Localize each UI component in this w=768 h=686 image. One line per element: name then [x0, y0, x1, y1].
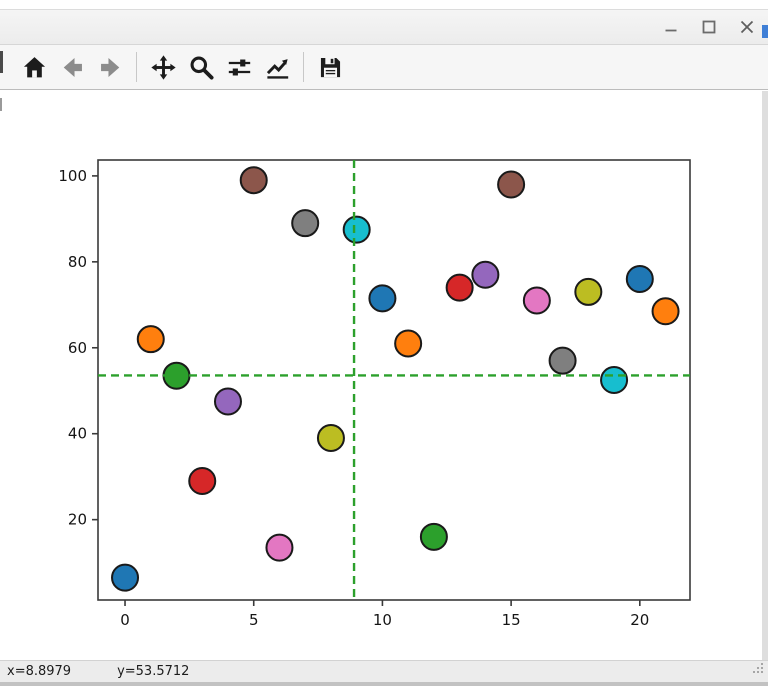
scatter-point: [574, 277, 603, 306]
zoom-magnifier-icon: [188, 54, 215, 81]
home-icon: [21, 54, 48, 81]
window-controls: [656, 13, 762, 43]
back-button[interactable]: [54, 49, 90, 85]
scatter-point: [600, 366, 629, 394]
x-tick-label: 15: [502, 611, 521, 629]
scatter-point: [625, 265, 654, 294]
scatter-point: [265, 533, 294, 562]
x-tick-label: 10: [373, 611, 392, 629]
scatter-point: [445, 273, 474, 302]
scatter-point: [342, 215, 371, 244]
scatter-point: [651, 297, 680, 326]
scatter-point: [368, 284, 397, 313]
toolbar-separator: [136, 52, 137, 82]
floppy-disk-icon: [317, 54, 344, 81]
scatter-point: [213, 387, 242, 416]
scatter-point: [419, 522, 448, 551]
cursor-x-readout: x=8.8979: [7, 664, 72, 679]
figure-canvas[interactable]: 0 5 10 15 20 20 40 60 80 100: [0, 91, 768, 660]
y-tick-label: 20: [68, 511, 87, 529]
maximize-icon: [699, 17, 719, 40]
x-tick-label: 20: [630, 611, 649, 629]
scatter-point: [316, 424, 345, 453]
navigation-toolbar: [0, 45, 768, 90]
pan-button[interactable]: [145, 49, 181, 85]
scatter-point: [522, 286, 551, 315]
x-tick-label: 0: [120, 611, 130, 629]
sliders-icon: [226, 54, 253, 81]
maximize-button[interactable]: [694, 13, 724, 43]
y-tick-label: 100: [58, 167, 87, 185]
scatter-point: [188, 466, 217, 495]
cursor-y-readout: y=53.5712: [117, 664, 190, 679]
zoom-button[interactable]: [183, 49, 219, 85]
scatter-point: [471, 260, 500, 289]
scatter-point: [394, 329, 423, 358]
close-button[interactable]: [732, 13, 762, 43]
scatter-point: [136, 325, 165, 354]
minimize-button[interactable]: [656, 13, 686, 43]
back-arrow-icon: [59, 54, 86, 81]
scatter-point: [239, 166, 268, 195]
pan-arrows-icon: [150, 54, 177, 81]
axes-frame: [97, 159, 691, 601]
subplots-button[interactable]: [221, 49, 257, 85]
window-right-edge: [762, 91, 768, 660]
minimize-icon: [661, 17, 681, 40]
status-bar: x=8.8979 y=53.5712: [0, 660, 768, 682]
line-chart-icon: [264, 54, 291, 81]
y-tick-label: 60: [68, 339, 87, 357]
customize-button[interactable]: [259, 49, 295, 85]
scatter-point: [548, 346, 577, 375]
background-window-sliver: [0, 98, 2, 111]
resize-grip-icon[interactable]: [751, 661, 765, 679]
save-button[interactable]: [312, 49, 348, 85]
window-titlebar[interactable]: [0, 9, 768, 45]
scatter-point: [111, 563, 140, 592]
y-tick-label: 80: [68, 253, 87, 271]
forward-arrow-icon: [97, 54, 124, 81]
home-button[interactable]: [16, 49, 52, 85]
window-bottom-edge: [0, 682, 768, 686]
y-tick-label: 40: [68, 425, 87, 443]
close-icon: [737, 17, 757, 40]
figure-svg: 0 5 10 15 20 20 40 60 80 100: [58, 159, 691, 629]
background-window-sliver: [0, 51, 3, 73]
scatter-point: [291, 209, 320, 238]
background-window-sliver: [762, 25, 768, 38]
forward-button[interactable]: [92, 49, 128, 85]
toolbar-separator: [303, 52, 304, 82]
scatter-point: [497, 170, 526, 199]
x-tick-label: 5: [249, 611, 259, 629]
